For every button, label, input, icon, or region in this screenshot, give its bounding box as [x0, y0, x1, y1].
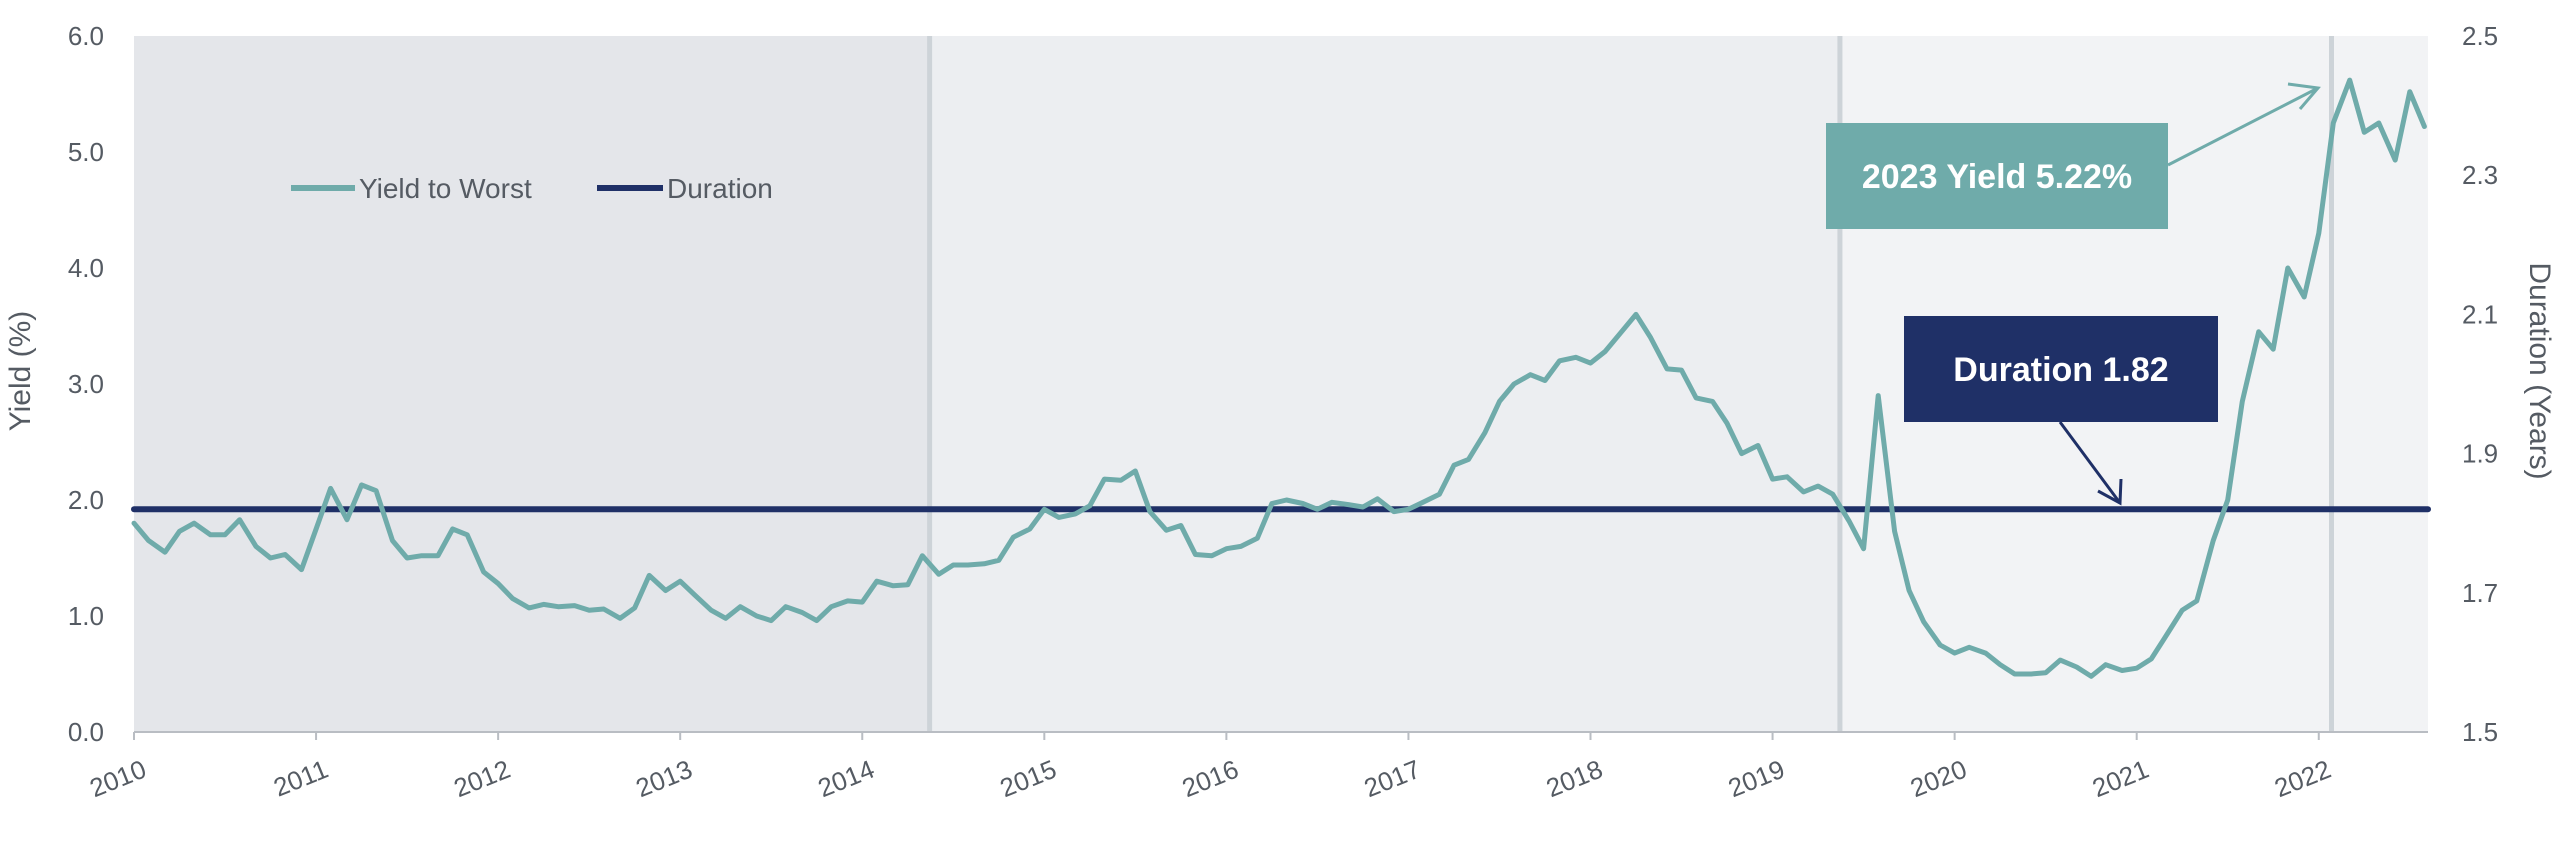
series-line-yield-to-worst	[131, 77, 2427, 679]
x-tick-2010: 2010	[85, 754, 150, 803]
duration-callout: Duration 1.82	[1904, 316, 2218, 506]
series-layer	[131, 77, 2431, 679]
x-tick-2012: 2012	[450, 754, 515, 803]
duration-callout-arrow	[2058, 421, 2122, 504]
y2-tick-1.7: 1.7	[2462, 578, 2498, 608]
y-tick-4.0: 4.0	[68, 253, 104, 283]
x-axis-ticks: 2010 2011 2012 2013 2014 2015 2016 2017 2018 2019…	[85, 732, 2335, 803]
x-tick-2018: 2018	[1542, 754, 1607, 803]
x-tick-2021: 2021	[2088, 754, 2153, 803]
legend: Yield to Worst Duration	[291, 173, 773, 204]
yield-callout-text: 2023 Yield 5.22%	[1862, 158, 2132, 196]
yield-callout-box	[1826, 123, 2168, 229]
y2-axis-ticks: 1.5 1.7 1.9 2.1 2.3 2.5	[2462, 21, 2498, 747]
yield-callout: 2023 Yield 5.22%	[1826, 82, 2321, 229]
y-axis-title: Yield (%)	[4, 311, 37, 432]
y-tick-5.0: 5.0	[68, 137, 104, 167]
shaded-period-2	[929, 36, 1840, 732]
x-tick-2022: 2022	[2270, 754, 2335, 803]
yield-callout-arrowhead	[2287, 82, 2321, 110]
y2-tick-2.1: 2.1	[2462, 299, 2498, 329]
y-tick-3.0: 3.0	[68, 369, 104, 399]
y-tick-0.0: 0.0	[68, 717, 104, 747]
y2-axis-title: Duration (Years)	[2523, 262, 2556, 479]
y2-tick-2.3: 2.3	[2462, 160, 2498, 190]
x-tick-2019: 2019	[1724, 754, 1789, 803]
yield-callout-arrow	[2167, 86, 2319, 167]
x-tick-2017: 2017	[1360, 754, 1425, 803]
x-tick-2013: 2013	[632, 754, 697, 803]
y2-tick-1.5: 1.5	[2462, 717, 2498, 747]
x-tick-2020: 2020	[1906, 754, 1971, 803]
y-tick-1.0: 1.0	[68, 601, 104, 631]
x-tick-2014: 2014	[814, 754, 879, 803]
y-axis-ticks: 0.0 1.0 2.0 3.0 4.0 5.0 6.0	[68, 21, 104, 747]
y-tick-6.0: 6.0	[68, 21, 104, 51]
x-tick-2011: 2011	[269, 754, 332, 803]
duration-callout-box	[1904, 316, 2218, 422]
y2-tick-1.9: 1.9	[2462, 439, 2498, 469]
y-tick-2.0: 2.0	[68, 485, 104, 515]
x-tick-2015: 2015	[996, 754, 1061, 803]
duration-callout-text: Duration 1.82	[1953, 351, 2168, 389]
legend-label-yield: Yield to Worst	[359, 173, 532, 204]
shaded-period-1	[134, 36, 930, 732]
y2-tick-2.5: 2.5	[2462, 21, 2498, 51]
x-tick-2016: 2016	[1178, 754, 1243, 803]
duration-callout-arrowhead	[2097, 478, 2123, 506]
legend-label-duration: Duration	[667, 173, 773, 204]
